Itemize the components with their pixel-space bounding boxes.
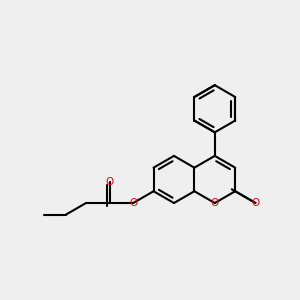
Text: O: O [129, 198, 137, 208]
Text: O: O [106, 177, 114, 187]
Text: O: O [211, 198, 219, 208]
Text: O: O [251, 198, 260, 208]
